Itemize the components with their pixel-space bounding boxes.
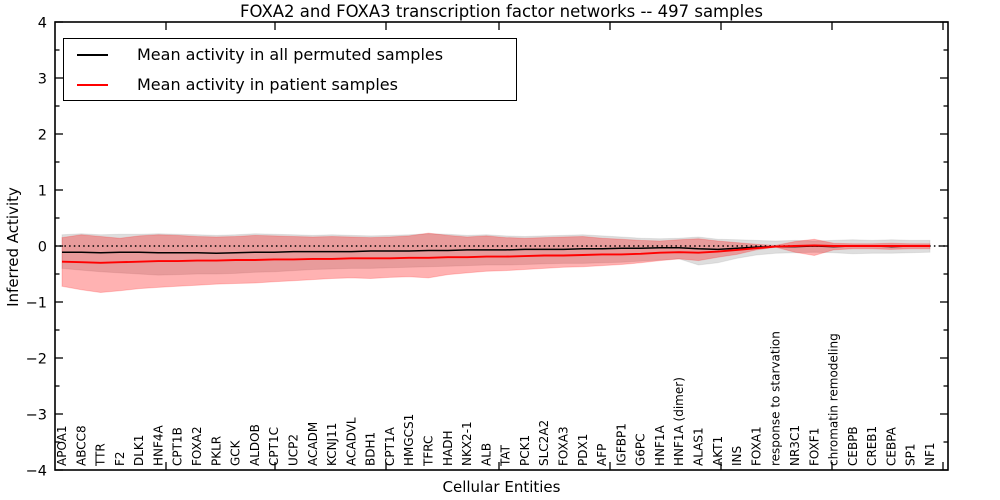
x-category-label: ACADM [306, 422, 320, 466]
x-category-label: PKLR [209, 436, 223, 466]
x-category-labels: APOA1 ABCC8 TTR F2 DLK1 HNF4A CPT1B FOXA2 PKLR GC… [55, 331, 937, 467]
y-tick-label: −3 [26, 408, 47, 424]
patient-mean-line [61, 244, 930, 264]
y-tick-label: 2 [38, 128, 47, 144]
legend-entry-patient: Mean activity in patient samples [64, 72, 516, 98]
mean-lines [61, 244, 930, 264]
x-category-label: ALB [479, 443, 493, 466]
y-axis-label: Inferred Activity [4, 187, 22, 307]
patient-std-band [61, 232, 931, 294]
x-category-label: NF1 [923, 442, 937, 466]
x-axis-label: Cellular Entities [442, 478, 561, 496]
legend-line-swatch-red [77, 83, 108, 86]
y-tick-label: 0 [38, 240, 47, 256]
x-category-label: TTR [94, 443, 108, 467]
x-category-label: TFRC [421, 436, 435, 467]
x-category-label: IGFBP1 [614, 423, 628, 466]
x-category-label: APOA1 [55, 425, 69, 466]
x-category-label: KCNJ11 [325, 423, 339, 466]
x-category-label: CPT1A [383, 426, 397, 466]
x-category-label: FOXA3 [557, 426, 571, 466]
x-category-label: DLK1 [132, 435, 146, 466]
x-category-label: FOXA1 [749, 426, 763, 466]
x-category-label: CPT1B [171, 427, 185, 466]
y-tick-label: 3 [38, 72, 47, 88]
axis-ticks [55, 21, 948, 471]
x-category-label: F2 [113, 451, 127, 466]
x-category-label: NKX2-1 [460, 421, 474, 466]
x-category-label: TAT [499, 444, 513, 467]
y-tick-label: −1 [26, 296, 47, 312]
legend-label: Mean activity in patient samples [137, 75, 398, 94]
x-category-label: CEBPA [884, 426, 898, 466]
x-category-label: HADH [441, 431, 455, 467]
x-category-label: GCK [229, 439, 243, 466]
x-category-label: NR3C1 [788, 425, 802, 466]
chart-title: FOXA2 and FOXA3 transcription factor net… [240, 2, 763, 21]
x-category-label: BDH1 [364, 432, 378, 466]
x-category-label: FOXA2 [190, 426, 204, 466]
x-category-label: CPT1C [267, 427, 281, 466]
y-tick-label: 4 [38, 16, 47, 32]
x-category-label: HMGCS1 [402, 414, 416, 466]
x-category-label: ACADVL [344, 417, 358, 466]
x-category-label: ALAS1 [692, 427, 706, 466]
legend-label: Mean activity in all permuted samples [137, 45, 444, 64]
x-category-label: SP1 [904, 444, 918, 467]
y-tick-label: −4 [26, 464, 47, 480]
legend-line-swatch-black [77, 53, 108, 56]
x-category-label: HNF1A [653, 424, 667, 466]
y-tick-label: −2 [26, 352, 47, 368]
x-category-label: ABCC8 [74, 425, 88, 466]
permuted-std-band [61, 233, 931, 276]
x-category-label: HNF4A [151, 424, 165, 466]
x-category-label: INS [730, 446, 744, 466]
y-tick-label: 1 [38, 184, 47, 200]
x-category-label: PCK1 [518, 435, 532, 466]
legend: Mean activity in all permuted samples Me… [63, 38, 517, 101]
x-category-label: CREB1 [865, 426, 879, 466]
x-category-label: FOXF1 [807, 428, 821, 466]
x-category-label: SLC2A2 [537, 420, 551, 466]
x-category-label: response to starvation [769, 331, 783, 466]
x-category-label: AFP [595, 444, 609, 466]
x-category-label: PDX1 [576, 434, 590, 466]
std-bands [61, 232, 931, 294]
x-category-label: G6PC [634, 433, 648, 466]
legend-entry-permuted: Mean activity in all permuted samples [64, 42, 516, 68]
x-category-label: ALDOB [248, 424, 262, 466]
x-category-label: chromatin remodeling [827, 333, 841, 466]
x-category-label: HNF1A (dimer) [672, 377, 686, 466]
y-tick-labels: −4 −3 −2 −1 0 1 2 3 4 [26, 16, 47, 480]
x-category-label: UCP2 [286, 434, 300, 466]
x-category-label: CEBPB [846, 426, 860, 466]
x-category-label: AKT1 [711, 436, 725, 466]
